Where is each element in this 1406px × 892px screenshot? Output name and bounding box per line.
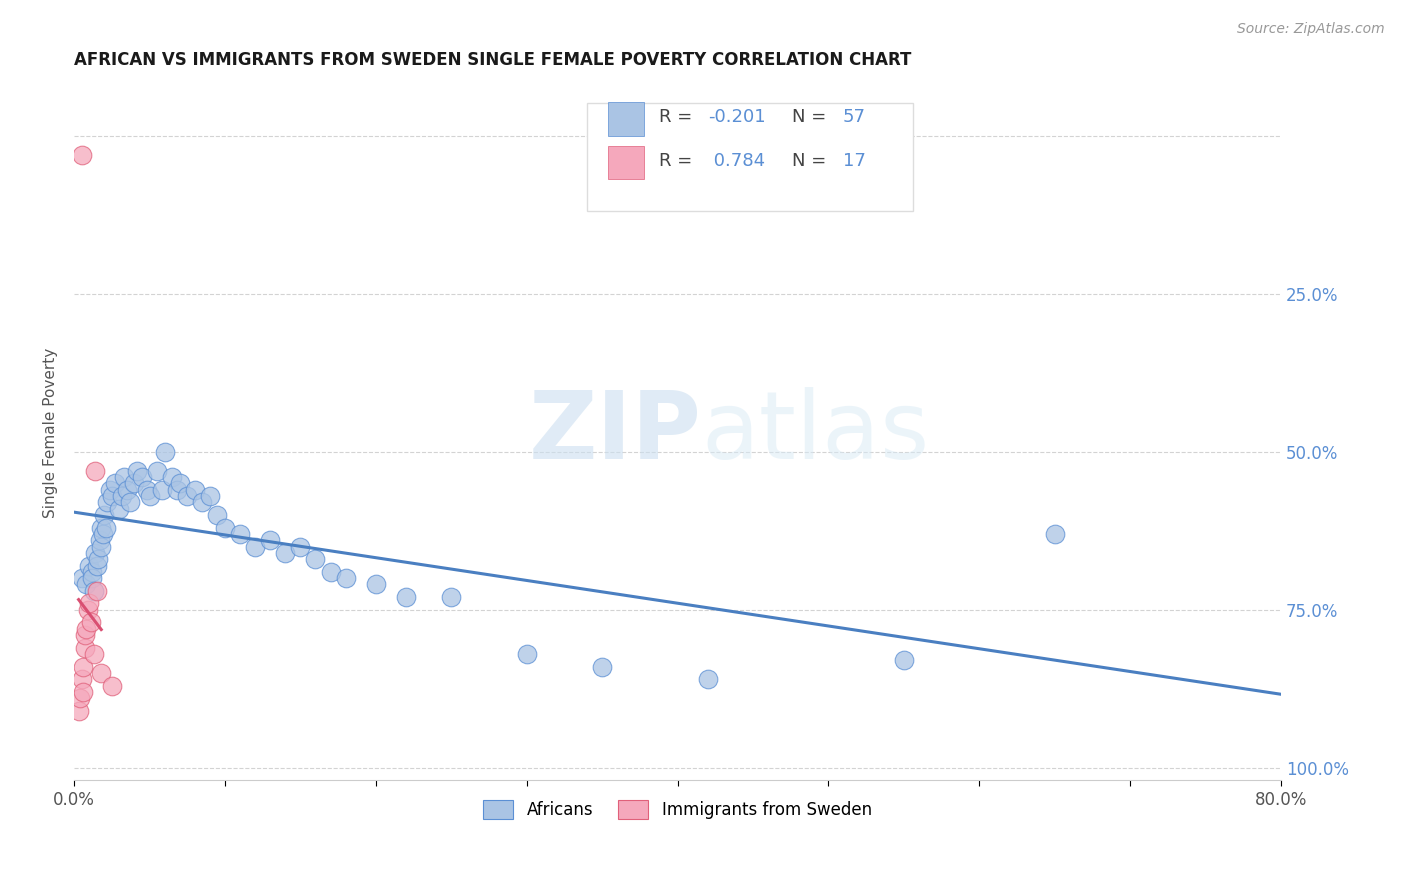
Point: [274, 546, 297, 560]
FancyBboxPatch shape: [588, 103, 912, 211]
Point: [153, 445, 176, 459]
Point: [86, 583, 108, 598]
Point: [304, 552, 326, 566]
Point: [214, 521, 236, 535]
Point: [364, 577, 387, 591]
Point: [75, 622, 97, 636]
Point: [138, 489, 160, 503]
Point: [131, 470, 153, 484]
Point: [146, 464, 169, 478]
Y-axis label: Single Female Poverty: Single Female Poverty: [44, 348, 58, 518]
Text: 0.784: 0.784: [707, 152, 765, 170]
Point: [96, 495, 118, 509]
Point: [893, 653, 915, 667]
Text: -0.201: -0.201: [707, 108, 765, 126]
Text: 17: 17: [842, 152, 866, 170]
Point: [77, 597, 100, 611]
Point: [198, 489, 221, 503]
Point: [176, 489, 198, 503]
Text: Source: ZipAtlas.com: Source: ZipAtlas.com: [1237, 22, 1385, 37]
Point: [91, 527, 114, 541]
Point: [83, 647, 105, 661]
Point: [191, 495, 214, 509]
Point: [67, 704, 90, 718]
Text: AFRICAN VS IMMIGRANTS FROM SWEDEN SINGLE FEMALE POVERTY CORRELATION CHART: AFRICAN VS IMMIGRANTS FROM SWEDEN SINGLE…: [75, 51, 911, 69]
Point: [111, 489, 134, 503]
Point: [101, 679, 124, 693]
Point: [118, 495, 141, 509]
Point: [440, 590, 463, 604]
Text: 57: 57: [842, 108, 866, 126]
Point: [82, 571, 104, 585]
Point: [591, 659, 613, 673]
Point: [69, 691, 91, 706]
Point: [166, 483, 188, 497]
Point: [70, 672, 93, 686]
Text: R =: R =: [659, 108, 699, 126]
Point: [90, 665, 112, 680]
Point: [79, 615, 101, 630]
Point: [290, 540, 312, 554]
Point: [112, 470, 135, 484]
Point: [87, 552, 110, 566]
Point: [77, 558, 100, 573]
Point: [70, 148, 93, 162]
Point: [72, 659, 94, 673]
Point: [72, 685, 94, 699]
Point: [73, 640, 96, 655]
Point: [335, 571, 357, 585]
Legend: Africans, Immigrants from Sweden: Africans, Immigrants from Sweden: [478, 795, 877, 824]
Point: [83, 583, 105, 598]
Point: [75, 577, 97, 591]
Point: [104, 476, 127, 491]
Point: [84, 464, 107, 478]
Point: [108, 501, 131, 516]
Point: [395, 590, 418, 604]
Point: [243, 540, 266, 554]
Point: [73, 628, 96, 642]
Point: [84, 546, 107, 560]
Point: [160, 470, 183, 484]
Point: [127, 464, 149, 478]
Text: N =: N =: [792, 108, 832, 126]
Point: [169, 476, 191, 491]
Point: [150, 483, 173, 497]
Point: [229, 527, 252, 541]
Point: [89, 533, 111, 548]
Point: [76, 603, 98, 617]
Point: [1043, 527, 1066, 541]
Point: [184, 483, 207, 497]
Point: [259, 533, 281, 548]
Text: N =: N =: [792, 152, 832, 170]
Point: [94, 521, 117, 535]
Point: [93, 508, 115, 522]
Point: [90, 540, 112, 554]
Point: [98, 483, 121, 497]
Point: [696, 672, 718, 686]
Point: [207, 508, 229, 522]
Point: [82, 565, 104, 579]
Point: [90, 521, 112, 535]
Point: [86, 558, 108, 573]
Point: [124, 476, 146, 491]
Bar: [607, 146, 644, 179]
Point: [115, 483, 138, 497]
Point: [70, 571, 93, 585]
Text: atlas: atlas: [702, 387, 929, 479]
Point: [516, 647, 538, 661]
Text: R =: R =: [659, 152, 699, 170]
Point: [101, 489, 124, 503]
Text: ZIP: ZIP: [529, 387, 702, 479]
Bar: [607, 103, 644, 136]
Point: [319, 565, 342, 579]
Point: [135, 483, 157, 497]
